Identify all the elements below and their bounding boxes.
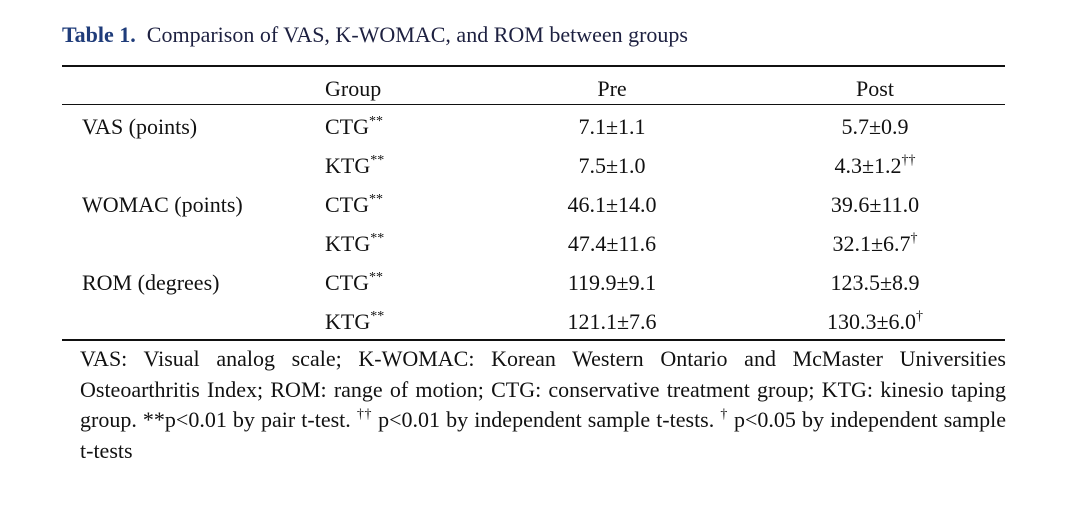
group-label: CTG <box>325 114 369 139</box>
footnote-mark: †† <box>356 407 373 422</box>
measure-cell: VAS (points) <box>82 114 198 139</box>
header-rule <box>62 104 1005 105</box>
group-label: CTG <box>325 192 369 217</box>
pre-cell: 46.1±14.0 <box>567 192 657 217</box>
pre-cell: 7.1±1.1 <box>578 114 646 139</box>
group-label: KTG <box>325 231 371 256</box>
group-cell: KTG** <box>325 231 384 257</box>
post-value: 4.3±1.2 <box>834 153 902 178</box>
significance-mark: †† <box>901 153 916 168</box>
post-cell: 5.7±0.9 <box>841 114 908 140</box>
post-value: 123.5±8.9 <box>830 270 920 295</box>
pre-cell: 119.9±9.1 <box>567 270 657 295</box>
pre-cell: 47.4±11.6 <box>567 231 657 256</box>
header-cell: Post <box>856 76 894 101</box>
group-cell: KTG** <box>325 153 384 179</box>
post-value: 5.7±0.9 <box>841 114 909 139</box>
significance-mark: ** <box>369 270 383 285</box>
significance-mark: ** <box>369 192 383 207</box>
significance-mark: ** <box>369 114 383 129</box>
group-cell: CTG** <box>325 192 383 218</box>
group-label: KTG <box>325 309 371 334</box>
significance-mark: ** <box>370 153 385 168</box>
post-cell: 130.3±6.0† <box>827 309 923 335</box>
footnote-text: p<0.01 by independent sample t-tests. <box>372 407 721 432</box>
group-cell: KTG** <box>325 309 384 335</box>
footnote-mark: † <box>720 407 728 422</box>
caption-text: Comparison of VAS, K-WOMAC, and ROM betw… <box>146 22 688 47</box>
top-rule <box>62 65 1005 67</box>
pre-cell: 121.1±7.6 <box>567 309 657 334</box>
significance-mark: † <box>916 309 924 324</box>
caption: Table 1. Comparison of VAS, K-WOMAC, and… <box>62 22 688 48</box>
group-label: CTG <box>325 270 369 295</box>
header-cell: Pre <box>597 76 627 101</box>
footnote-text: VAS: Visual analog scale; K-WOMAC: Korea… <box>80 346 1006 432</box>
post-cell: 39.6±11.0 <box>831 192 919 218</box>
caption-label: Table 1. <box>62 22 136 47</box>
group-label: KTG <box>325 153 371 178</box>
pre-cell: 7.5±1.0 <box>578 153 646 178</box>
significance-mark: ** <box>370 309 385 324</box>
bottom-rule <box>62 339 1005 341</box>
significance-mark: ** <box>370 231 385 246</box>
post-cell: 32.1±6.7† <box>832 231 917 257</box>
post-value: 130.3±6.0 <box>826 309 917 334</box>
footnote-text: p<0.05 by independent sample t-tests <box>80 407 1007 463</box>
measure-cell: ROM (degrees) <box>82 270 220 295</box>
header-cell: Group <box>325 76 382 101</box>
measure-cell: WOMAC (points) <box>82 192 243 217</box>
group-cell: CTG** <box>325 114 383 140</box>
footnote: VAS: Visual analog scale; K-WOMAC: Korea… <box>80 344 1006 466</box>
significance-mark: † <box>910 231 918 246</box>
post-value: 32.1±6.7 <box>832 231 911 256</box>
post-value: 39.6±11.0 <box>830 192 920 217</box>
group-cell: CTG** <box>325 270 383 296</box>
post-cell: 123.5±8.9 <box>830 270 919 296</box>
post-cell: 4.3±1.2†† <box>834 153 915 179</box>
